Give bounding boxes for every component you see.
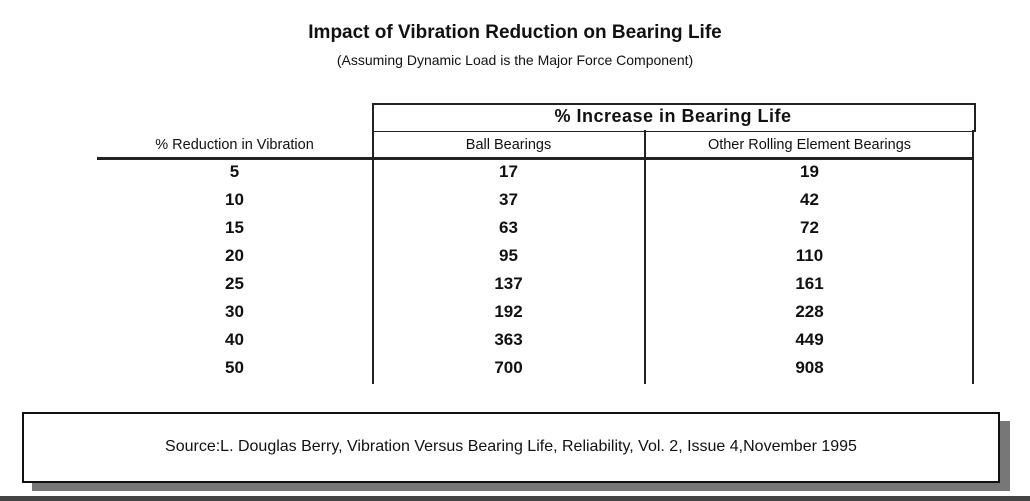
group-header: % Increase in Bearing Life bbox=[554, 106, 792, 126]
table-cell: 110 bbox=[795, 246, 824, 265]
column-divider bbox=[372, 130, 374, 384]
table-cell: 17 bbox=[499, 162, 518, 181]
column-divider bbox=[972, 130, 974, 384]
source-box bbox=[22, 412, 1000, 483]
table-cell: 42 bbox=[800, 190, 819, 209]
table-cell: 10 bbox=[225, 190, 244, 209]
table-cell: 50 bbox=[225, 358, 244, 377]
table-cell: 700 bbox=[494, 358, 523, 377]
table-cell: 192 bbox=[494, 302, 523, 321]
column-header-reduction: % Reduction in Vibration bbox=[155, 137, 314, 153]
table-cell: 5 bbox=[229, 162, 240, 181]
table-cell: 30 bbox=[225, 302, 244, 321]
table-cell: 19 bbox=[800, 162, 819, 181]
table-cell: 449 bbox=[795, 330, 824, 349]
table-cell: 63 bbox=[499, 218, 518, 237]
table-cell: 228 bbox=[795, 302, 824, 321]
table-cell: 137 bbox=[494, 274, 523, 293]
table-cell: 95 bbox=[499, 246, 518, 265]
bottom-border bbox=[0, 496, 1030, 501]
group-header-box bbox=[372, 103, 976, 132]
table-cell: 363 bbox=[494, 330, 523, 349]
header-divider bbox=[97, 157, 974, 160]
source-text: Source:L. Douglas Berry, Vibration Versu… bbox=[165, 438, 857, 455]
table-cell: 161 bbox=[795, 274, 824, 293]
table-cell: 15 bbox=[225, 218, 244, 237]
table-cell: 72 bbox=[800, 218, 819, 237]
table-cell: 20 bbox=[225, 246, 244, 265]
column-header-other: Other Rolling Element Bearings bbox=[707, 137, 912, 153]
column-divider bbox=[644, 130, 646, 384]
table-cell: 908 bbox=[795, 358, 824, 377]
table-cell: 37 bbox=[499, 190, 518, 209]
table-cell: 25 bbox=[225, 274, 244, 293]
table-title: Impact of Vibration Reduction on Bearing… bbox=[308, 22, 722, 43]
column-header-ball: Ball Bearings bbox=[465, 137, 552, 153]
table-cell: 40 bbox=[225, 330, 244, 349]
table-subtitle: (Assuming Dynamic Load is the Major Forc… bbox=[336, 52, 694, 68]
